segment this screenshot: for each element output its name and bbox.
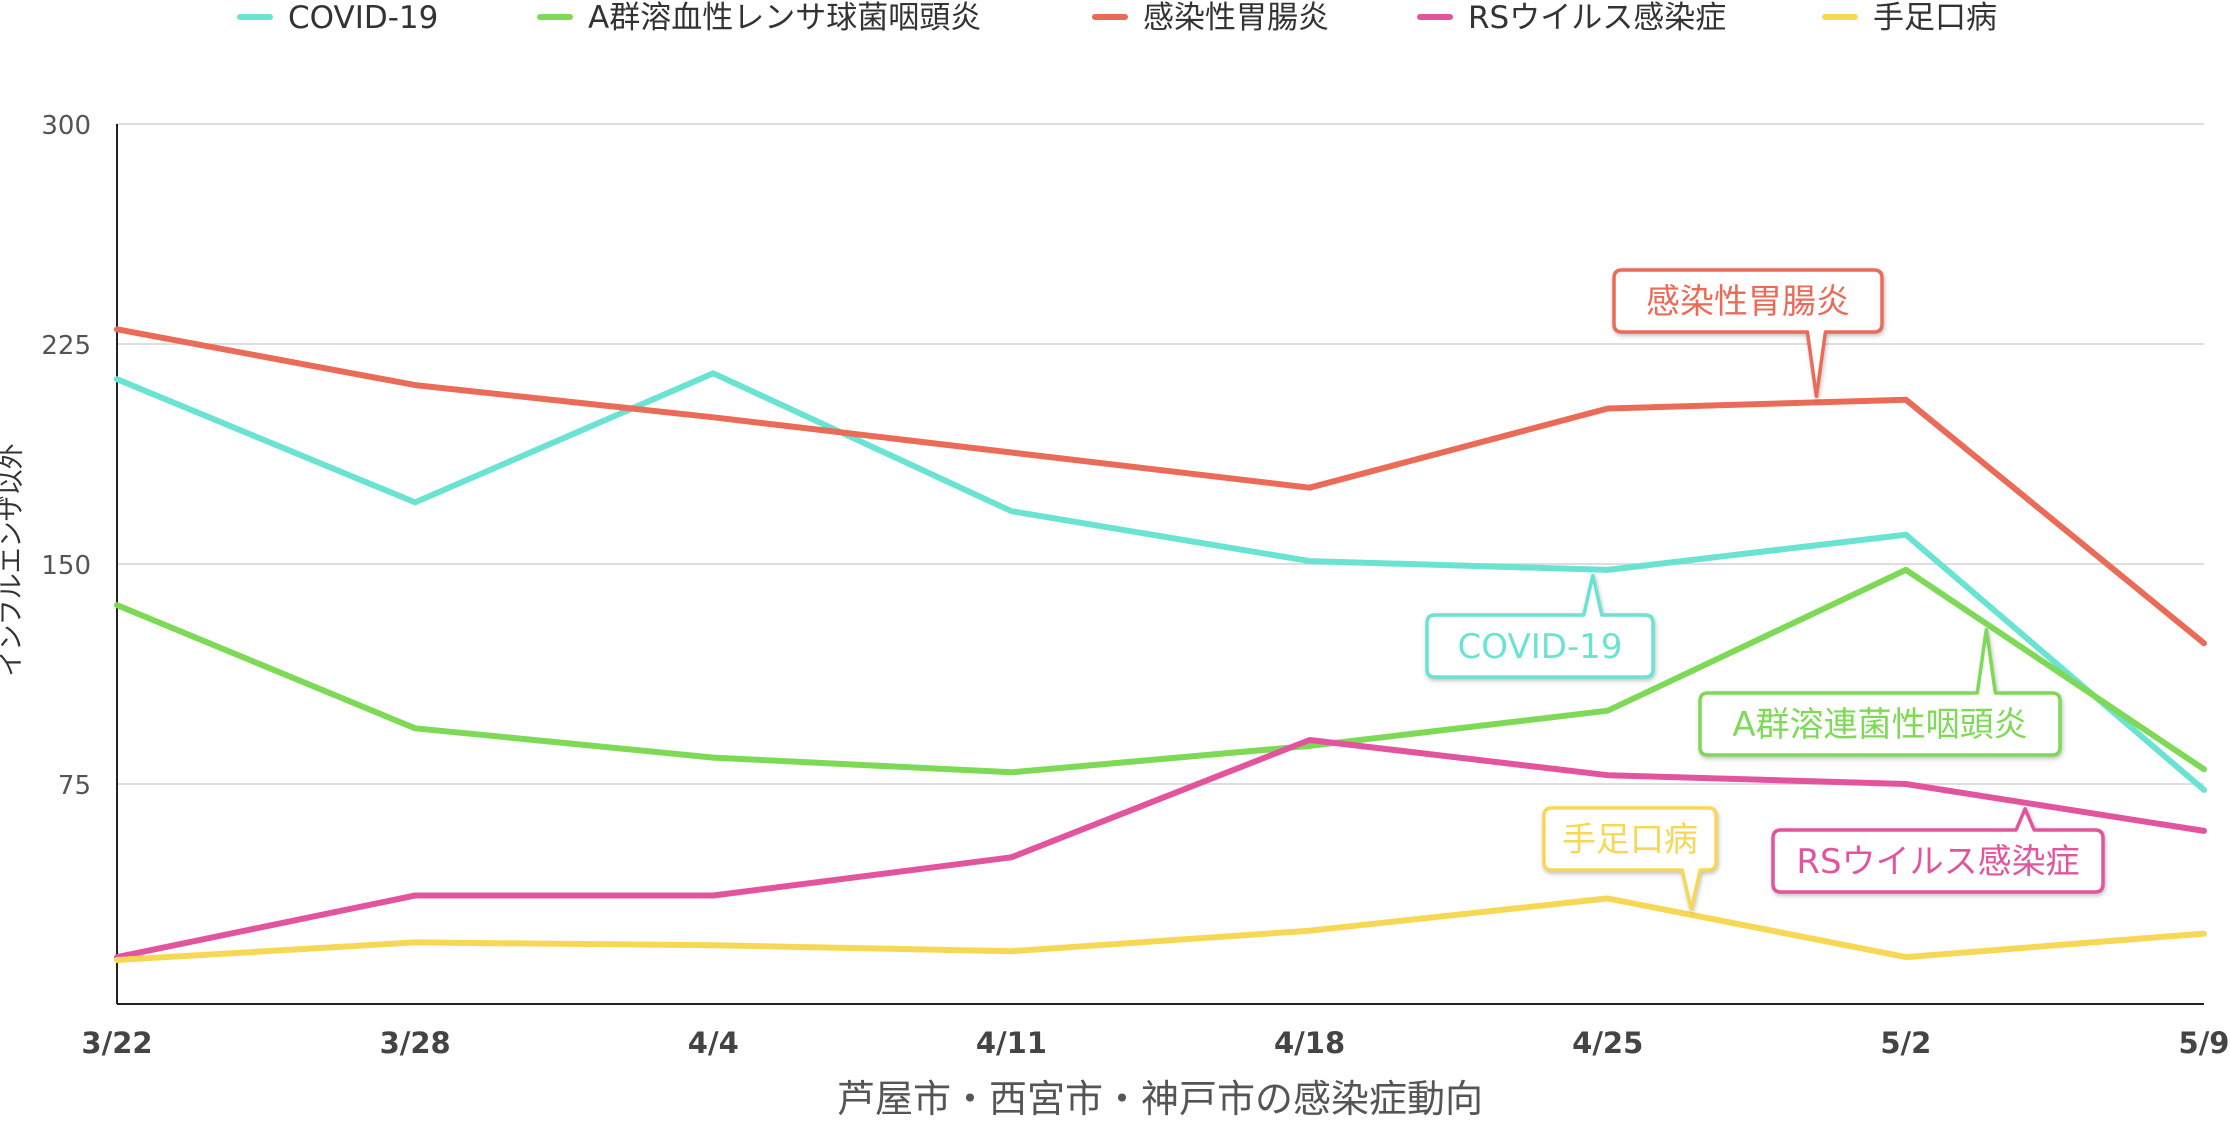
callout: A群溶連菌性咽頭炎: [1698, 627, 2062, 757]
legend-label: 手足口病: [1873, 0, 1997, 36]
series-line: [114, 895, 2207, 963]
callout: 感染性胃腸炎: [1612, 268, 1884, 399]
series-line: [114, 737, 2207, 961]
callout-box: [1771, 807, 2105, 894]
callout-label: A群溶連菌性咽頭炎: [1732, 705, 2027, 745]
x-axis-ticks: 3/22 3/28 4/4 4/11 4/18 4/25 5/2 5/9: [81, 1026, 2229, 1060]
x-tick-label: 4/18: [1274, 1026, 1345, 1060]
x-axis-label: 芦屋市・西宮市・神戸市の感染症動向: [837, 1077, 1483, 1121]
legend-item: 感染性胃腸炎: [1092, 0, 1329, 36]
callout-box: [1698, 627, 2062, 757]
callout: 手足口病: [1542, 806, 1718, 911]
legend-label: COVID-19: [288, 0, 438, 36]
callout-label: 感染性胃腸炎: [1646, 282, 1850, 322]
series-lines: [114, 326, 2207, 963]
x-tick-label: 5/2: [1880, 1026, 1931, 1060]
callout-box: [1425, 573, 1655, 679]
callout-label: RSウイルス感染症: [1796, 842, 2079, 882]
callout: RSウイルス感染症: [1771, 807, 2105, 894]
legend-label: A群溶血性レンサ球菌咽頭炎: [588, 0, 981, 36]
legend-item: RSウイルス感染症: [1417, 0, 1726, 36]
y-axis-ticks: 75 150 225 300: [41, 111, 91, 801]
legend-label: RSウイルス感染症: [1468, 0, 1726, 36]
callout: COVID-19: [1425, 573, 1655, 679]
series-line: [114, 370, 2207, 793]
gridlines: [117, 123, 2204, 785]
x-tick-label: 3/28: [380, 1026, 451, 1060]
y-axis-label: インフルエンザ以外: [0, 443, 27, 676]
series-line: [114, 566, 2207, 776]
series-line: [114, 326, 2207, 647]
y-tick-label: 225: [41, 331, 91, 361]
x-tick-label: 4/11: [976, 1026, 1047, 1060]
y-tick-label: 300: [41, 111, 91, 141]
legend-label: 感染性胃腸炎: [1143, 0, 1329, 36]
legend: COVID-19 A群溶血性レンサ球菌咽頭炎 感染性胃腸炎 RSウイルス感染症 手足口病: [237, 0, 1997, 36]
x-tick-label: 4/4: [688, 1026, 739, 1060]
callout-box: [1612, 268, 1884, 399]
x-tick-label: 3/22: [81, 1026, 152, 1060]
callout-box: [1542, 806, 1718, 911]
callout-label: 手足口病: [1562, 820, 1698, 860]
legend-item: 手足口病: [1822, 0, 1997, 36]
y-tick-label: 150: [41, 551, 91, 581]
legend-item: COVID-19: [237, 0, 438, 36]
callout-label: COVID-19: [1458, 627, 1623, 667]
y-tick-label: 75: [58, 771, 91, 801]
axes: [116, 124, 2204, 1005]
x-tick-label: 5/9: [2179, 1026, 2230, 1060]
x-tick-label: 4/25: [1572, 1026, 1643, 1060]
legend-item: A群溶血性レンサ球菌咽頭炎: [537, 0, 981, 36]
